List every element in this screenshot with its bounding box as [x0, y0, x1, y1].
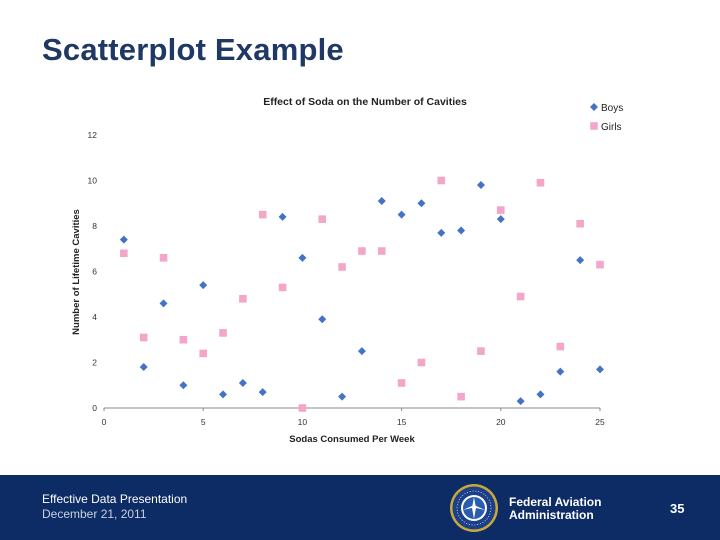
girls-point — [219, 329, 227, 337]
faa-seal-icon — [450, 484, 498, 532]
boys-point — [576, 256, 585, 265]
boys-point — [238, 378, 247, 387]
girls-point — [159, 254, 168, 262]
boys-point — [516, 397, 525, 406]
girls-point — [477, 347, 485, 355]
y-tick-label: 10 — [88, 176, 98, 186]
axes — [103, 407, 601, 411]
girls-point — [377, 247, 386, 255]
legend: Boys Girls — [590, 103, 623, 133]
girls-point — [417, 358, 426, 367]
page-number: 35 — [670, 501, 685, 516]
boys-point — [357, 347, 366, 356]
agency-line-2: Administration — [509, 508, 594, 522]
legend-label-girls: Girls — [601, 122, 622, 133]
girls-point — [596, 260, 604, 269]
chart-title: Effect of Soda on the Number of Cavities — [263, 96, 467, 108]
boys-point — [278, 212, 287, 221]
boys-point — [596, 365, 604, 374]
x-tick-label: 10 — [298, 417, 308, 427]
legend-girls-marker — [590, 122, 598, 130]
x-tick-label: 15 — [397, 417, 407, 427]
legend-boys-marker — [590, 103, 598, 111]
boys-point — [397, 210, 406, 219]
slide-title: Scatterplot Example — [42, 32, 344, 67]
boys-point — [159, 299, 168, 308]
boys-point — [139, 363, 148, 372]
presentation-date: December 21, 2011 — [42, 507, 147, 521]
boys-point — [556, 367, 565, 376]
girls-point — [556, 342, 565, 351]
girls-point — [278, 283, 287, 292]
boys-point — [476, 181, 485, 190]
x-tick-label: 20 — [496, 417, 506, 427]
boys-point — [536, 390, 545, 399]
girls-point — [239, 295, 247, 303]
girls-point — [397, 379, 406, 387]
y-tick-label: 6 — [92, 267, 97, 277]
girls-point — [516, 292, 525, 301]
y-tick-label: 12 — [88, 130, 98, 140]
girls-point — [120, 249, 128, 258]
y-tick-label: 2 — [92, 358, 97, 368]
boys-point — [417, 199, 426, 208]
girls-point — [318, 215, 327, 223]
girls-point — [139, 333, 148, 342]
footer-info: Effective Data Presentation December 21,… — [42, 492, 187, 522]
agency-name: Federal Aviation Administration — [509, 496, 601, 522]
girls-point — [576, 219, 584, 228]
girls-point — [358, 247, 366, 255]
boys-point — [437, 228, 446, 237]
boys-point — [199, 281, 208, 290]
boys-point — [496, 215, 505, 224]
y-axis-label: Number of Lifetime Cavities — [71, 209, 82, 335]
x-axis-label: Sodas Consumed Per Week — [289, 434, 415, 445]
presentation-name: Effective Data Presentation — [42, 492, 188, 506]
boys-point — [119, 235, 128, 244]
tick-labels: 0 5 10 15 20 25 0 2 4 6 8 10 12 — [88, 130, 605, 427]
boys-point — [219, 390, 228, 399]
boys-point — [318, 315, 327, 324]
x-tick-label: 25 — [595, 417, 605, 427]
y-tick-label: 0 — [92, 403, 97, 413]
agency-line-1: Federal Aviation — [509, 495, 602, 509]
legend-label-boys: Boys — [601, 103, 623, 114]
girls-point — [179, 335, 188, 344]
girls-point — [497, 206, 505, 214]
y-tick-label: 8 — [92, 221, 97, 231]
girls-point — [338, 263, 346, 271]
girls-point — [457, 392, 465, 401]
y-tick-label: 4 — [92, 312, 97, 322]
x-tick-label: 5 — [201, 417, 206, 427]
girls-point — [437, 176, 446, 185]
boys-point — [457, 226, 466, 235]
girls-point — [199, 349, 207, 358]
scatter-chart: Effect of Soda on the Number of Cavities… — [71, 96, 623, 445]
girls-point — [298, 404, 307, 412]
boys-point — [377, 196, 386, 205]
girls-point — [536, 178, 545, 187]
girls-point — [258, 210, 267, 219]
boys-point — [338, 392, 347, 401]
data-points — [119, 176, 604, 412]
boys-point — [298, 253, 307, 262]
boys-point — [179, 381, 188, 390]
boys-point — [258, 388, 267, 397]
footer-bar: Effective Data Presentation December 21,… — [0, 475, 720, 540]
x-tick-label: 0 — [102, 417, 107, 427]
